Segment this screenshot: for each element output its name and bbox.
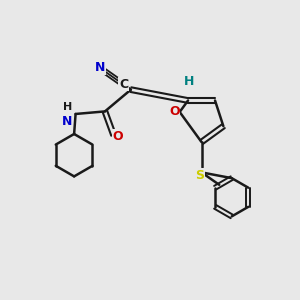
Text: O: O [112, 130, 123, 143]
Text: C: C [119, 77, 128, 91]
Text: H: H [63, 102, 72, 112]
Text: S: S [196, 169, 205, 182]
Text: H: H [183, 75, 194, 88]
Text: O: O [169, 106, 180, 118]
Text: N: N [95, 61, 106, 74]
Text: N: N [62, 115, 72, 128]
